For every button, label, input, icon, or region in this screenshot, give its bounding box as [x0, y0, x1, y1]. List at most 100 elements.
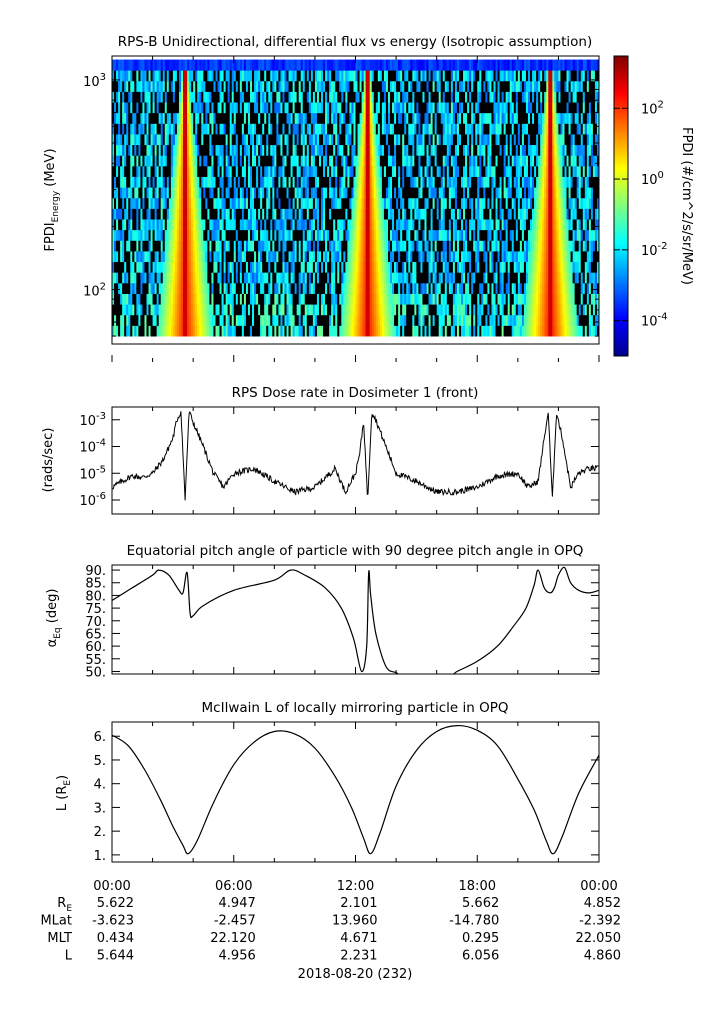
spectrogram-cell [458, 197, 462, 209]
spectrogram-cell [509, 229, 513, 241]
spectrogram-cell [290, 325, 293, 337]
spectrogram-cell [371, 325, 375, 337]
spectrogram-cell [365, 304, 369, 316]
spectrogram-cell [444, 282, 448, 294]
spectrogram-cell [308, 251, 312, 263]
spectrogram-cell [560, 123, 563, 135]
spectrogram-cell [132, 197, 135, 209]
spectrogram-cell [586, 134, 590, 146]
spectrogram-cell [540, 314, 543, 326]
spectrogram-cell [337, 165, 340, 177]
spectrogram-cell [176, 144, 180, 156]
spectrogram-cell [568, 123, 571, 135]
spectrogram-cell [219, 240, 222, 252]
spectrogram-cell [211, 272, 214, 284]
spectrogram-cell [120, 229, 123, 241]
spectrogram-cell [564, 176, 567, 188]
spectrogram-cell [276, 165, 279, 177]
spectrogram-cell [463, 325, 466, 337]
spectrogram-cell [300, 134, 304, 146]
spectrogram-cell [357, 123, 360, 135]
spectrogram-cell [211, 251, 214, 263]
spectrogram-cell [237, 261, 241, 273]
spectrogram-cell [377, 240, 381, 252]
spectrogram-cell [166, 165, 170, 177]
spectrogram-cell [282, 314, 285, 326]
spectrogram-cell [170, 272, 174, 284]
spectrogram-cell [465, 304, 468, 316]
spectrogram-cell [479, 251, 482, 263]
spectrogram-cell [530, 134, 533, 146]
spectrogram-cell [525, 155, 529, 167]
spectrogram-cell [118, 112, 121, 124]
spectrogram-cell [197, 282, 200, 294]
spectrogram-cell [122, 293, 125, 305]
spectrogram-cell [245, 112, 249, 124]
spectrogram-cell [308, 176, 312, 188]
spectrogram-cell [345, 325, 348, 337]
spectrogram-cell [316, 155, 320, 167]
spectrogram-cell [148, 155, 151, 167]
spectrogram-cell [270, 134, 273, 146]
spectrogram-cell [381, 176, 385, 188]
spectrogram-cell [158, 325, 162, 337]
spectrogram-cell [473, 123, 476, 135]
spectrogram-cell [578, 229, 582, 241]
spectrogram-cell [168, 208, 172, 220]
spectrogram-cell [276, 282, 279, 294]
spectrogram-cell [448, 219, 452, 231]
spectrogram-cell [558, 251, 561, 263]
spectrogram-cell [479, 187, 482, 199]
spectrogram-cell [408, 208, 411, 220]
spectrogram-cell [586, 282, 590, 294]
spectrogram-cell [570, 272, 574, 284]
spectrogram-cell [532, 144, 535, 156]
spectrogram-cell [519, 304, 523, 316]
spectrogram-cell [325, 293, 328, 305]
spectrogram-cell [390, 261, 393, 273]
spectrogram-cell [550, 304, 553, 316]
spectrogram-cell [414, 197, 417, 209]
spectrogram-cell [507, 261, 511, 273]
spectrogram-cell [233, 325, 237, 337]
spectrogram-cell [132, 155, 135, 167]
spectrogram-cell [396, 112, 399, 124]
spectrogram-cell [266, 112, 269, 124]
spectrogram-cell [168, 251, 172, 263]
spectrogram-cell [229, 208, 233, 220]
spectrogram-cell [156, 314, 160, 326]
spectrogram-cell [243, 123, 247, 135]
spectrogram-cell [227, 219, 231, 231]
spectrogram-cell [128, 165, 131, 177]
spectrogram-cell [288, 272, 291, 284]
spectrogram-cell [237, 123, 241, 135]
spectrogram-cell [231, 272, 235, 284]
spectrogram-cell [495, 229, 498, 241]
spectrogram-cell [270, 208, 273, 220]
spectrogram-cell [473, 197, 476, 209]
spectrogram-cell [450, 187, 454, 199]
spectrogram-cell [586, 176, 590, 188]
spectrogram-cell [552, 240, 555, 252]
spectrogram-cell [347, 261, 350, 273]
spectrogram-cell [428, 155, 431, 167]
spectrogram-cell [458, 229, 462, 241]
spectrogram-cell [300, 144, 304, 156]
spectrogram-cell [566, 144, 569, 156]
spectrogram-cell [564, 187, 567, 199]
spectrogram-cell [122, 240, 125, 252]
spectrogram-cell [138, 293, 141, 305]
spectrogram-cell [195, 240, 198, 252]
spectrogram-cell [390, 240, 393, 252]
spectrogram-cell [247, 304, 251, 316]
spectrogram-cell [142, 134, 145, 146]
spectrogram-cell [343, 261, 346, 273]
spectrogram-cell [392, 314, 395, 326]
spectrogram-cell [446, 293, 450, 305]
spectrogram-cell [424, 187, 427, 199]
spectrogram-cell [400, 304, 403, 316]
spectrogram-cell [158, 144, 162, 156]
spectrogram-cell [146, 261, 149, 273]
spectrogram-cell [213, 155, 216, 167]
spectrogram-cell [574, 176, 578, 188]
